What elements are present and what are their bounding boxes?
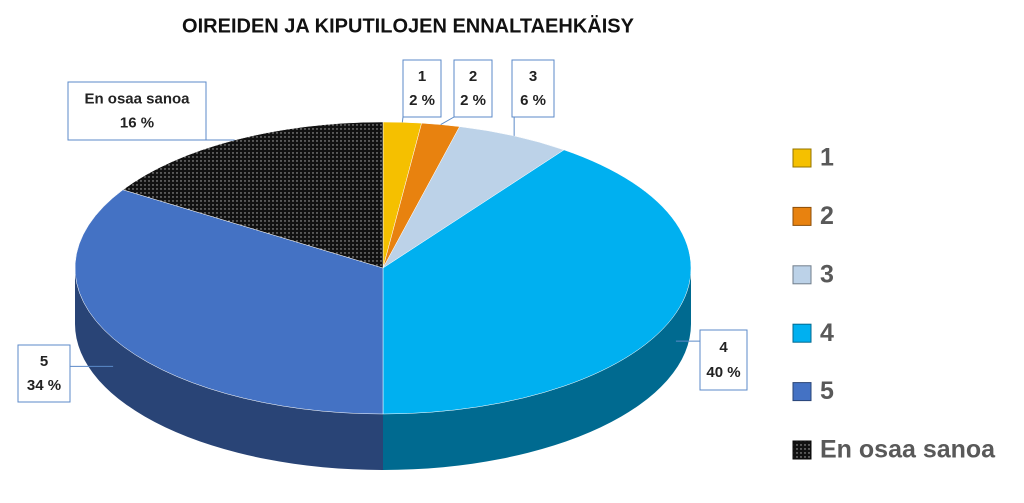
- label-category: En osaa sanoa: [84, 90, 190, 107]
- data-label: 16 %: [120, 115, 154, 132]
- legend-label: 5: [820, 377, 834, 405]
- legend-marker: [792, 206, 812, 226]
- data-label: 40 %: [706, 364, 740, 381]
- label-box: [699, 329, 748, 391]
- legend-marker: [792, 265, 812, 285]
- legend-marker: [792, 382, 812, 402]
- label-category: 2: [469, 68, 477, 85]
- label-category: 3: [529, 68, 537, 85]
- leader-line: [440, 116, 455, 126]
- label-category: 4: [719, 339, 728, 356]
- data-label: 34 %: [27, 377, 61, 394]
- slice-side: [383, 268, 691, 470]
- slice: [122, 121, 384, 269]
- label-category: 1: [418, 68, 426, 85]
- label-box: [67, 81, 207, 141]
- slice: [74, 189, 384, 415]
- slice: [382, 149, 692, 415]
- legend-marker: [792, 440, 812, 460]
- legend-label: En osaa sanoa: [820, 436, 996, 464]
- label-box: [511, 59, 555, 118]
- data-label: 6 %: [520, 92, 546, 109]
- label-box: [402, 59, 442, 118]
- label-box: [17, 344, 71, 403]
- legend-label: 4: [820, 319, 834, 347]
- slice-side: [75, 268, 383, 470]
- legend-label: 1: [820, 144, 834, 172]
- leader-line: [401, 116, 404, 123]
- chart-title: OIREIDEN JA KIPUTILOJEN ENNALTAEHKÄISY: [182, 14, 635, 37]
- data-label: 2 %: [409, 92, 435, 109]
- legend-label: 2: [820, 202, 834, 230]
- label-category: 5: [40, 353, 48, 370]
- legend-marker: [792, 148, 812, 168]
- label-box: [453, 59, 493, 118]
- legend-marker: [792, 323, 812, 343]
- data-label: 2 %: [460, 92, 486, 109]
- legend-label: 3: [820, 260, 834, 288]
